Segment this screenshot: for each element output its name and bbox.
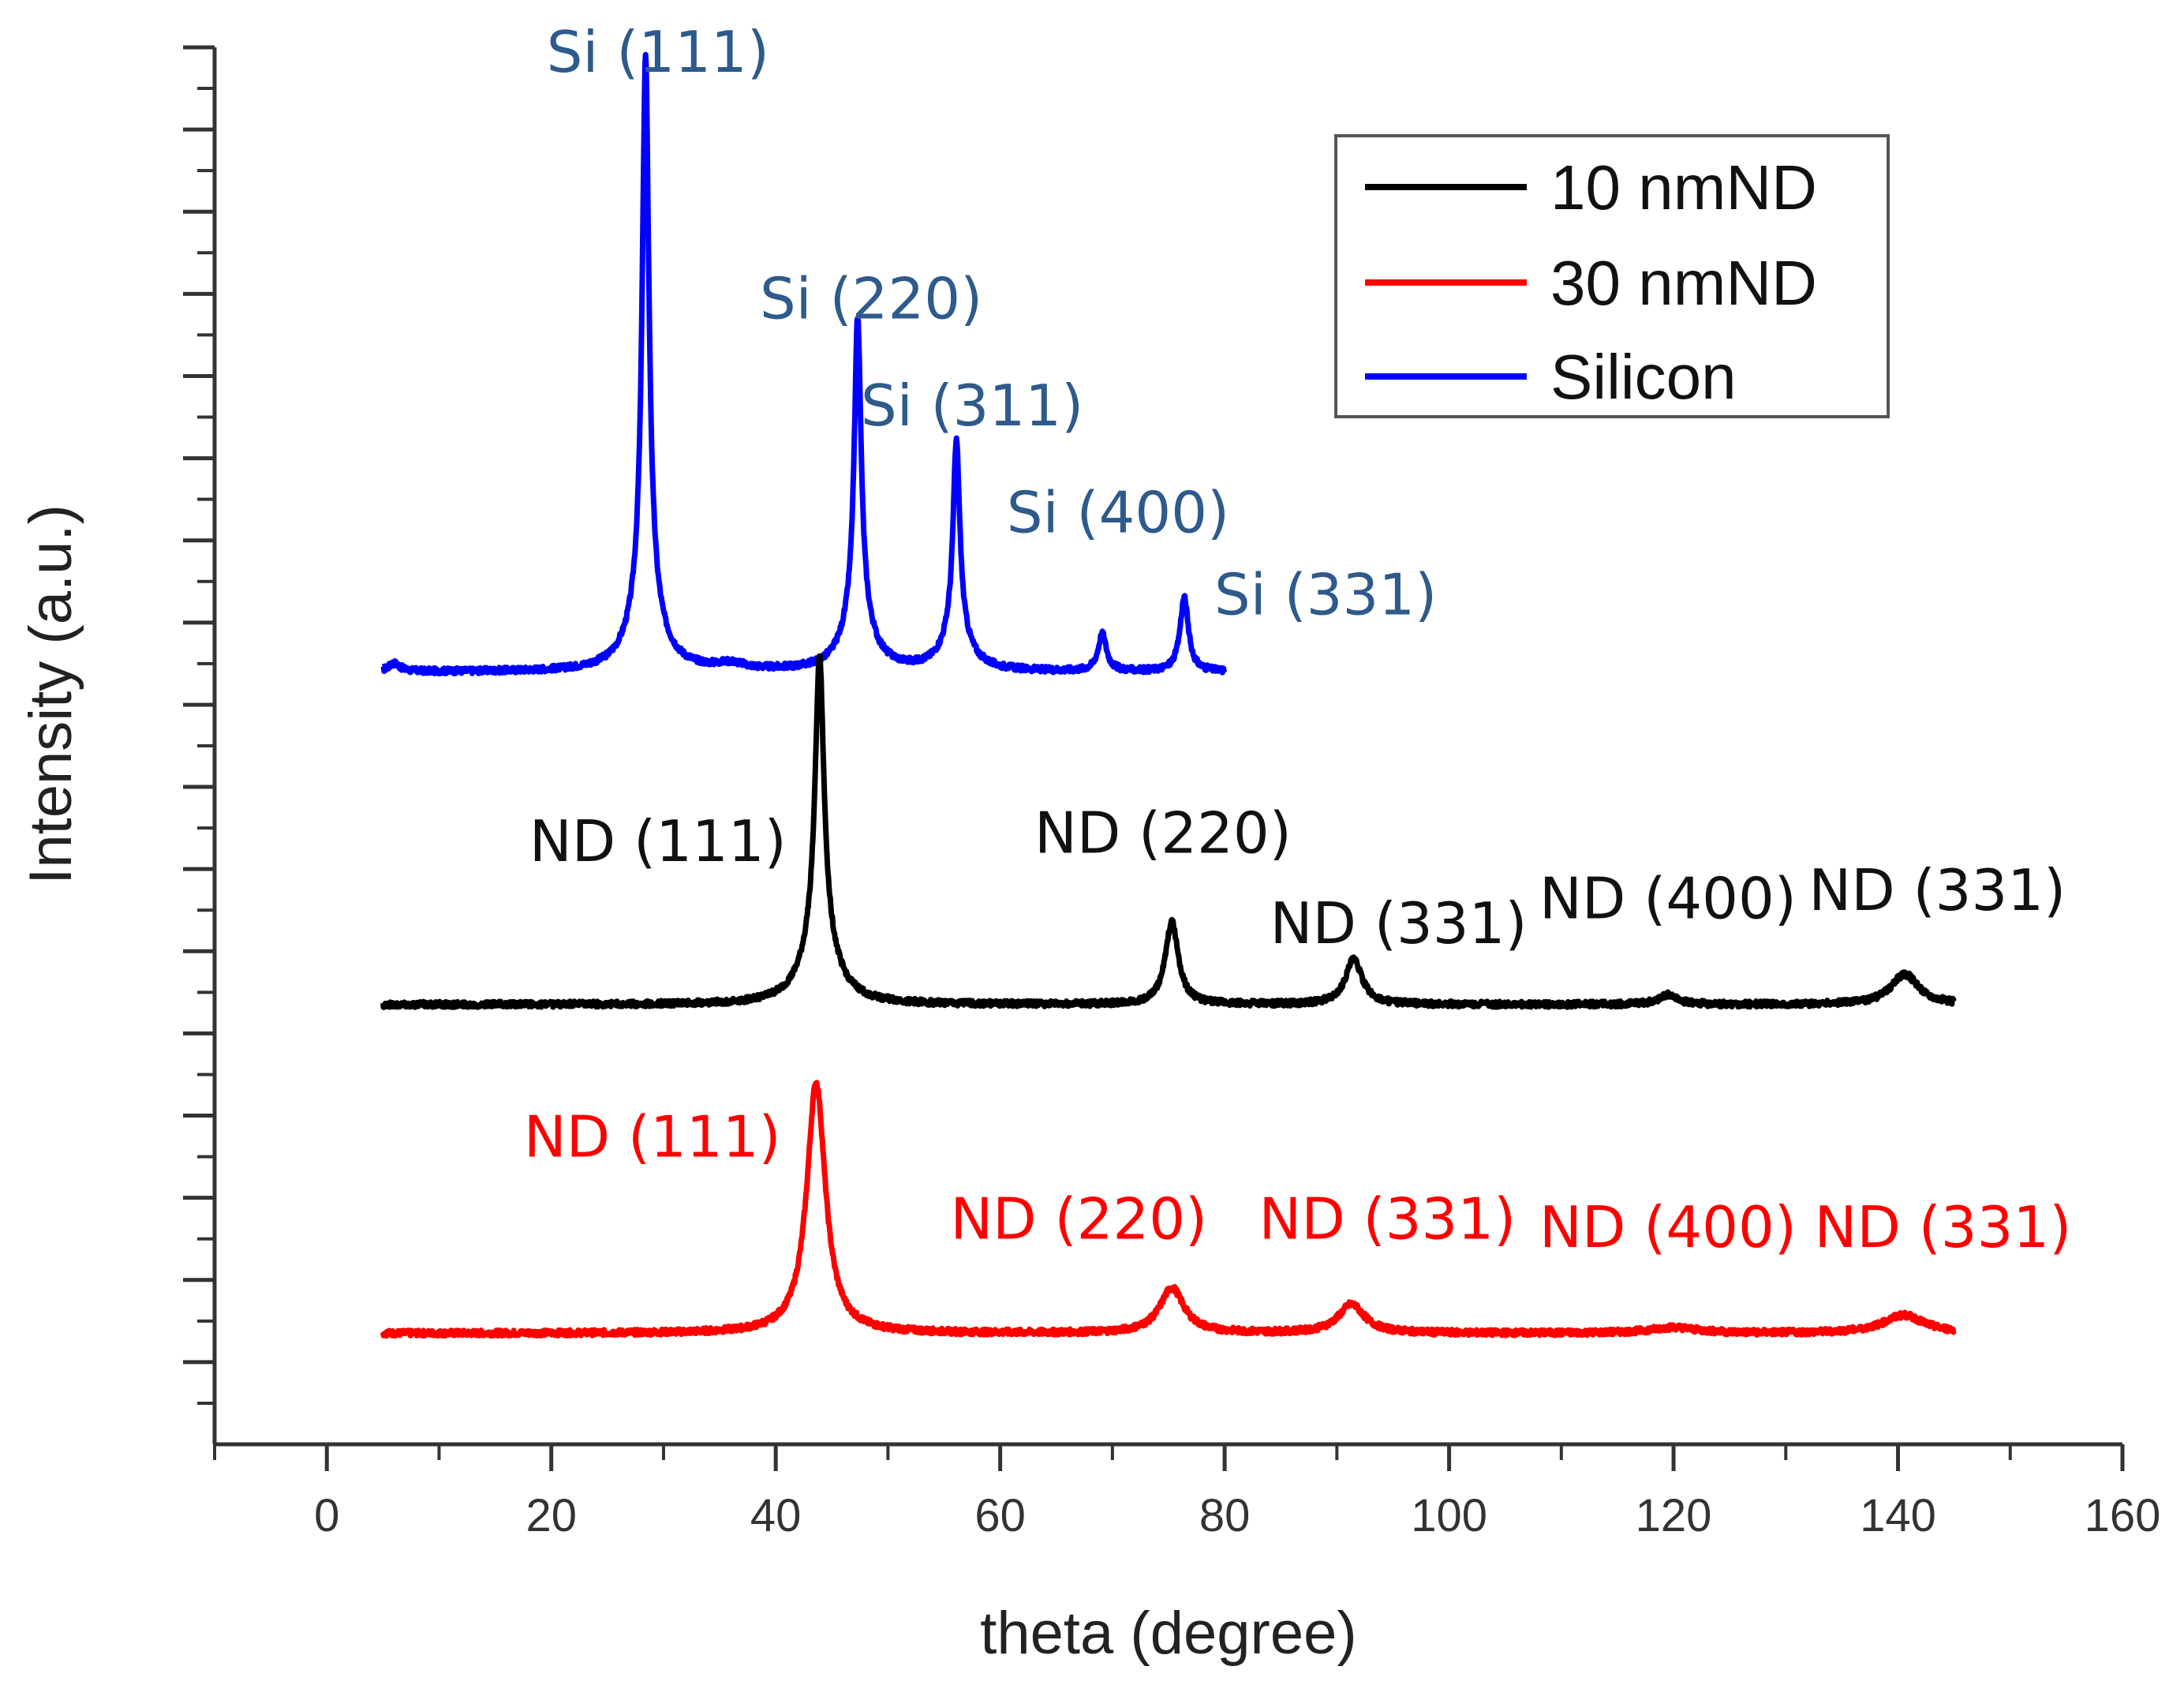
x-ticks: 0 20 40 60 80 100 120 140 160 (213, 1444, 2161, 1541)
y-ticks (183, 45, 215, 1405)
x-tick-label: 160 (2085, 1490, 2161, 1541)
peak-label-30-nmnd: ND (331) (1815, 1194, 2072, 1260)
x-tick-label: 100 (1411, 1490, 1487, 1541)
y-axis-title: Intensity (a.u.) (17, 504, 84, 885)
peak-label-silicon: Si (220) (760, 266, 982, 332)
peak-label-30-nmnd: ND (400) (1539, 1194, 1797, 1260)
legend-label-10nmnd: 10 nmND (1550, 152, 1817, 223)
series-line-10-nmnd (380, 653, 1957, 1010)
peak-label-30-nmnd: ND (111) (524, 1104, 781, 1170)
legend: 10 nmND 30 nmND Silicon (1334, 134, 1890, 418)
series-line-30-nmnd (380, 1080, 1957, 1339)
peak-label-10-nmnd: ND (220) (1034, 799, 1292, 866)
x-tick-label: 0 (314, 1490, 339, 1541)
peak-label-silicon: Si (400) (1007, 479, 1229, 545)
x-tick-label: 80 (1199, 1490, 1251, 1541)
peak-label-10-nmnd: ND (331) (1270, 890, 1528, 957)
peak-label-30-nmnd: ND (331) (1258, 1186, 1516, 1253)
peak-label-silicon: Si (111) (547, 19, 769, 85)
x-tick-label: 40 (750, 1490, 802, 1541)
peak-label-silicon: Si (311) (861, 373, 1083, 439)
legend-label-silicon: Silicon (1550, 342, 1737, 412)
peak-label-10-nmnd: ND (331) (1808, 857, 2066, 923)
x-tick-label: 60 (974, 1490, 1026, 1541)
peak-label-silicon: Si (331) (1214, 561, 1437, 627)
series-line-silicon (380, 51, 1228, 677)
x-tick-label: 120 (1636, 1490, 1712, 1541)
legend-label-30nmnd: 30 nmND (1550, 248, 1817, 318)
x-tick-label: 20 (525, 1490, 577, 1541)
x-axis-title: theta (degree) (980, 1600, 1356, 1667)
peak-label-10-nmnd: ND (111) (529, 808, 787, 874)
peak-label-30-nmnd: ND (220) (950, 1186, 1207, 1253)
x-tick-label: 140 (1860, 1490, 1936, 1541)
peak-label-10-nmnd: ND (400) (1539, 866, 1797, 932)
series-group (380, 51, 1957, 1339)
peak-annotations: Si (111) Si (220) Si (311) Si (400) Si (331)… (524, 19, 2072, 1260)
legend-box (1334, 134, 1890, 418)
